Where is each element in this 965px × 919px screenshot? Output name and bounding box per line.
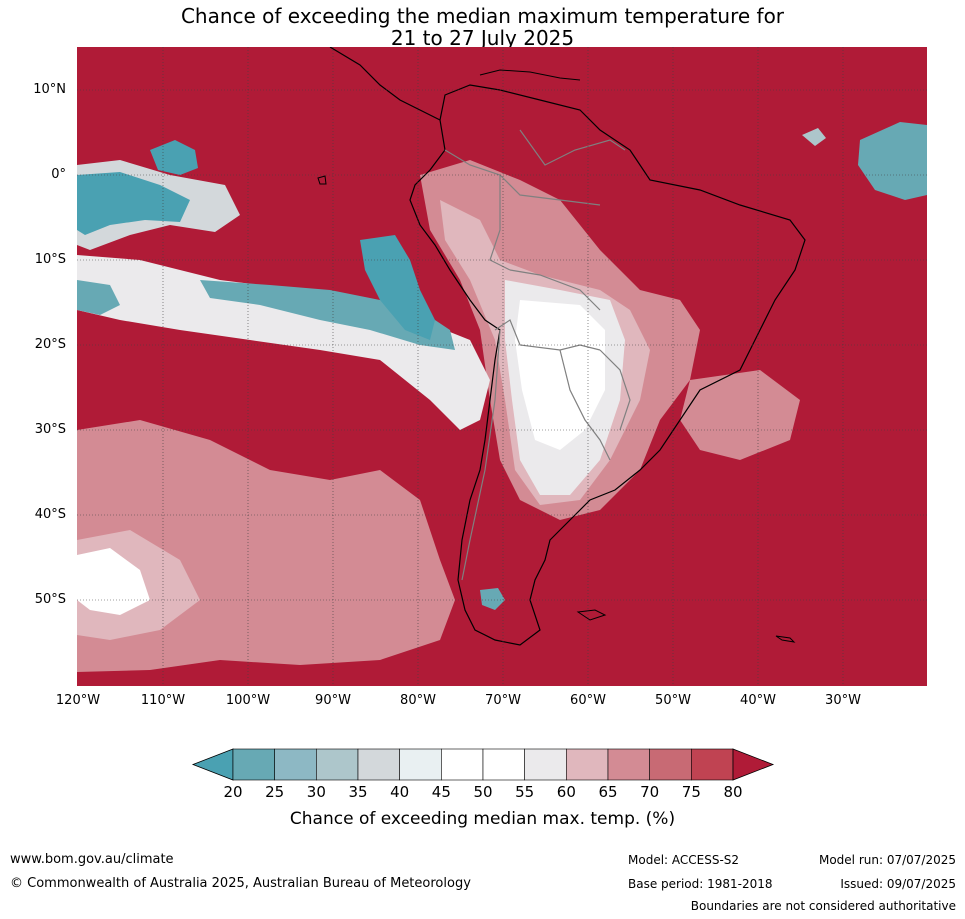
grid-lines	[77, 47, 927, 686]
lon-label-100w: 100°W	[225, 693, 271, 708]
blue-patch-atlantic-small	[802, 128, 826, 146]
colorbar-tick-label: 35	[348, 783, 368, 801]
south-georgia-outline	[775, 635, 796, 643]
lon-label-50w: 50°W	[655, 693, 691, 708]
colorbar-swatch	[274, 748, 317, 781]
lon-label-70w: 70°W	[485, 693, 521, 708]
blue-patch-atlantic-east	[858, 122, 927, 200]
footer-issued: Issued: 09/07/2025	[840, 877, 956, 891]
falklands-outline	[576, 609, 607, 621]
colorbar-tick-label: 20	[223, 783, 243, 801]
footer-base-period: Base period: 1981-2018	[628, 877, 773, 891]
colorbar-swatch	[649, 748, 692, 781]
colorbar-tick-label: 60	[556, 783, 576, 801]
white-band-pacific	[77, 255, 490, 430]
lat-label-10s: 10°S	[34, 252, 66, 267]
colorbar-tick-label: 30	[306, 783, 326, 801]
blue-patch-patagonia	[480, 588, 505, 610]
lat-label-10n: 10°N	[33, 82, 66, 97]
lon-label-40w: 40°W	[740, 693, 776, 708]
pink-region-southeast-ocean	[680, 370, 800, 460]
colorbar-swatch	[232, 748, 275, 781]
colorbar-swatch	[691, 748, 734, 781]
blue-patch-equatorial	[150, 140, 198, 175]
blue-band-pacific	[200, 280, 455, 350]
colorbar-tick-label: 65	[598, 783, 618, 801]
lon-label-110w: 110°W	[140, 693, 186, 708]
colorbar-tick-label: 80	[723, 783, 743, 801]
colorbar-label: Chance of exceeding median max. temp. (%…	[289, 809, 676, 829]
colorbar-swatch	[566, 748, 609, 781]
lon-label-90w: 90°W	[315, 693, 351, 708]
blue-patch-equatorial-west	[77, 172, 190, 235]
footer-disclaimer: Boundaries are not considered authoritat…	[690, 899, 956, 913]
colorbar-swatch	[524, 748, 567, 781]
title-line-1: Chance of exceeding the median maximum t…	[180, 4, 785, 28]
footer-model: Model: ACCESS-S2	[628, 853, 740, 867]
galapagos-outline	[317, 175, 327, 185]
colorbar-tick-label: 50	[473, 783, 493, 801]
colorbar-under-arrow	[191, 748, 234, 781]
blue-patch-west	[77, 280, 120, 315]
colorbar-swatch	[316, 748, 359, 781]
blue-patch-coast	[360, 235, 435, 340]
footer-model-run: Model run: 07/07/2025	[818, 853, 956, 867]
title-line-2: 21 to 27 July 2025	[390, 26, 575, 50]
caribbean-outline	[479, 69, 581, 81]
colorbar-swatch	[482, 748, 525, 781]
footer-copyright: © Commonwealth of Australia 2025, Austra…	[10, 876, 471, 891]
lat-label-20s: 20°S	[34, 337, 66, 352]
colorbar-tick-label: 40	[390, 783, 410, 801]
colorbar-swatch	[607, 748, 650, 781]
colorbar-tick-label: 45	[431, 783, 451, 801]
lon-label-120w: 120°W	[55, 693, 101, 708]
lat-label-0: 0°	[51, 167, 66, 182]
white-region-southwest	[77, 548, 150, 615]
colorbar	[191, 748, 775, 781]
map-area	[77, 47, 927, 686]
central-america-outline	[329, 47, 441, 121]
lon-label-60w: 60°W	[570, 693, 606, 708]
lat-label-50s: 50°S	[34, 592, 66, 607]
colorbar-swatch	[357, 748, 400, 781]
footer-website: www.bom.gov.au/climate	[10, 852, 174, 867]
lon-label-30w: 30°W	[825, 693, 861, 708]
colorbar-over-arrow	[732, 748, 775, 781]
white-region-central	[515, 300, 605, 450]
country-borders	[444, 129, 631, 581]
south-america-outline	[409, 84, 806, 646]
lat-label-30s: 30°S	[34, 422, 66, 437]
lon-label-80w: 80°W	[400, 693, 436, 708]
colorbar-tick-label: 55	[515, 783, 535, 801]
lat-label-40s: 40°S	[34, 507, 66, 522]
colorbar-swatch	[441, 748, 484, 781]
colorbar-tick-label: 25	[265, 783, 285, 801]
colorbar-swatch	[399, 748, 442, 781]
colorbar-tick-label: 75	[681, 783, 701, 801]
colorbar-tick-label: 70	[640, 783, 660, 801]
